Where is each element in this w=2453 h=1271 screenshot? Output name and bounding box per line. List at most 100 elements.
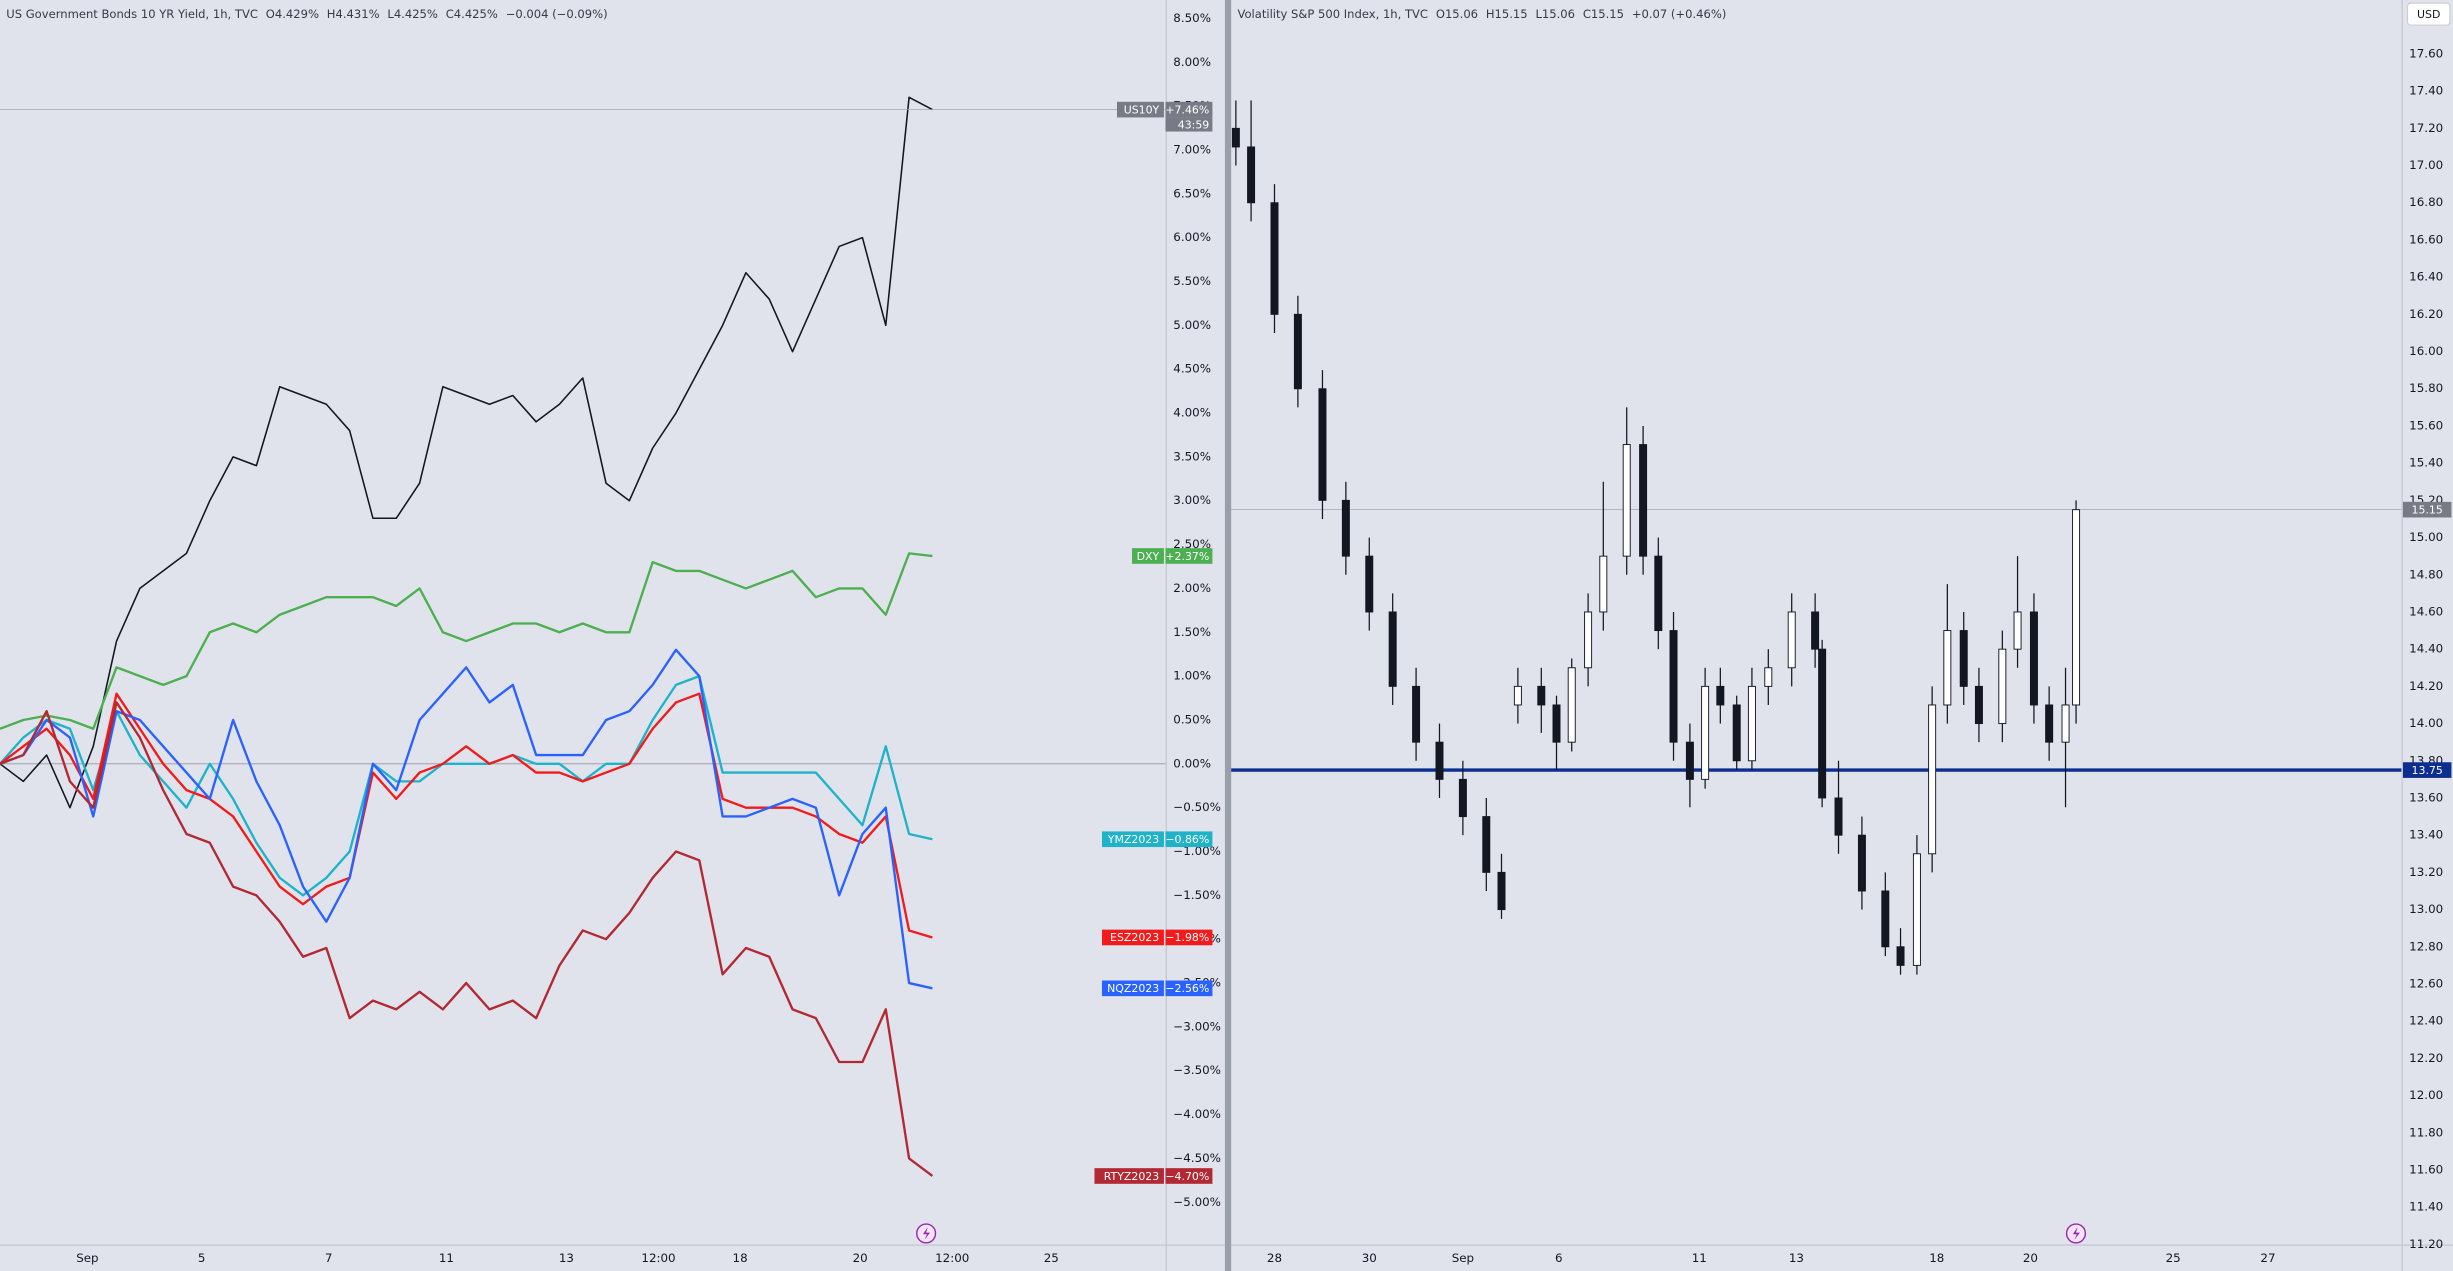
candle-body xyxy=(1270,202,1279,315)
y-tick-label: 3.00% xyxy=(1173,493,1211,507)
candle xyxy=(1834,760,1843,854)
candle xyxy=(1787,593,1796,687)
candle xyxy=(1435,723,1444,798)
ohlc-value: H4.431% xyxy=(327,7,380,21)
currency-button[interactable]: USD xyxy=(2407,2,2451,26)
y-tick-label: −4.00% xyxy=(1173,1107,1221,1121)
candle xyxy=(1857,816,1866,910)
y-tick-label: −1.00% xyxy=(1173,844,1221,858)
badge-value-box xyxy=(1165,101,1213,118)
series-badge: DXY +2.37% xyxy=(1132,548,1213,564)
candle xyxy=(1567,658,1576,752)
badge-name-box xyxy=(1116,101,1164,118)
x-tick-label: 7 xyxy=(325,1251,333,1265)
candle-body xyxy=(1881,890,1890,948)
y-tick-label: 14.00 xyxy=(2409,716,2443,730)
candle-body xyxy=(1639,444,1648,557)
candle-body xyxy=(1669,630,1678,743)
y-tick-label: 14.40 xyxy=(2409,642,2443,656)
candle xyxy=(2029,593,2038,724)
x-tick-label: 20 xyxy=(2023,1251,2038,1265)
y-tick-label: −3.50% xyxy=(1173,1063,1221,1077)
ohlc-value: O15.06 xyxy=(1436,7,1478,21)
candle-body xyxy=(1716,685,1725,706)
candle xyxy=(1811,593,1820,668)
x-tick-label: 13 xyxy=(559,1251,574,1265)
candle xyxy=(1669,611,1678,761)
badge-name-box xyxy=(1101,929,1164,946)
y-tick-label: −5.00% xyxy=(1173,1195,1221,1209)
indicator-icon[interactable] xyxy=(916,1223,937,1244)
badge-value: +2.37% xyxy=(1165,550,1209,563)
y-tick-label: 12.40 xyxy=(2409,1014,2443,1028)
candle-body xyxy=(1341,499,1350,557)
y-tick-label: 17.40 xyxy=(2409,84,2443,98)
candle xyxy=(1270,184,1279,333)
series-badge: RTYZ2023 −4.70% xyxy=(1094,1168,1213,1184)
candle-body xyxy=(1622,444,1631,557)
candle-body xyxy=(1701,685,1710,780)
candle xyxy=(1654,537,1663,650)
candle-body xyxy=(1974,685,1983,725)
candle-body xyxy=(1599,555,1608,613)
y-tick-label: 12.00 xyxy=(2409,1088,2443,1102)
candle xyxy=(1943,584,1952,724)
y-tick-label: 11.40 xyxy=(2409,1200,2443,1214)
y-tick-label: 14.60 xyxy=(2409,604,2443,618)
candle xyxy=(1685,723,1694,808)
candle-body xyxy=(1365,555,1374,613)
candle xyxy=(1293,295,1302,408)
candle-body xyxy=(1293,313,1302,390)
badge-name-box xyxy=(1101,831,1164,848)
candle-body xyxy=(2029,611,2038,706)
horizontal-line-box xyxy=(2402,762,2452,778)
candle xyxy=(1716,667,1725,724)
candle-body xyxy=(1811,611,1820,650)
y-tick-label: 1.00% xyxy=(1173,669,1211,683)
x-tick-label: 6 xyxy=(1555,1251,1563,1265)
countdown-box xyxy=(1165,117,1213,132)
candle-body xyxy=(1928,704,1937,855)
y-tick-label: 3.50% xyxy=(1173,449,1211,463)
y-tick-label: 8.00% xyxy=(1173,55,1211,69)
candle-body xyxy=(1537,685,1546,706)
candle-body xyxy=(2072,509,2081,706)
x-tick-label: 28 xyxy=(1267,1251,1282,1265)
y-tick-label: −1.50% xyxy=(1173,888,1221,902)
last-price-label: 15.15 xyxy=(2412,503,2443,516)
countdown: 43:59 xyxy=(1178,118,1210,131)
y-tick-label: 16.20 xyxy=(2409,307,2443,321)
y-tick-label: 12.80 xyxy=(2409,939,2443,953)
candle-body xyxy=(1764,667,1773,687)
x-tick-label: 25 xyxy=(1044,1251,1059,1265)
candle-body xyxy=(1685,741,1694,780)
y-tick-label: 13.40 xyxy=(2409,828,2443,842)
candle-body xyxy=(2061,704,2070,743)
y-tick-label: 11.60 xyxy=(2409,1162,2443,1176)
y-tick-label: 17.00 xyxy=(2409,158,2443,172)
y-tick-label: 15.40 xyxy=(2409,456,2443,470)
candle-body xyxy=(1654,555,1663,632)
badge-value: +7.46% xyxy=(1165,103,1209,116)
last-price-box xyxy=(2402,501,2452,518)
x-tick-label: 12:00 xyxy=(641,1251,675,1265)
y-tick-label: 11.80 xyxy=(2409,1125,2443,1139)
series-line xyxy=(0,692,933,939)
ohlc-value: −0.004 (−0.09%) xyxy=(506,7,608,21)
series-line xyxy=(0,648,933,990)
candle xyxy=(1341,481,1350,575)
candle-body xyxy=(2013,611,2022,650)
candle-body xyxy=(1247,146,1256,204)
y-tick-label: 8.50% xyxy=(1173,11,1211,25)
candle xyxy=(2045,686,2054,761)
y-tick-label: 6.00% xyxy=(1173,230,1211,244)
series-line xyxy=(0,96,933,809)
ohlc-value: H15.15 xyxy=(1486,7,1528,21)
ohlc-value: C15.15 xyxy=(1583,7,1624,21)
x-tick-label: 20 xyxy=(853,1251,868,1265)
candle xyxy=(1552,695,1561,771)
y-tick-label: 17.20 xyxy=(2409,121,2443,135)
indicator-icon[interactable] xyxy=(2065,1223,2087,1244)
series-line xyxy=(0,701,934,1177)
